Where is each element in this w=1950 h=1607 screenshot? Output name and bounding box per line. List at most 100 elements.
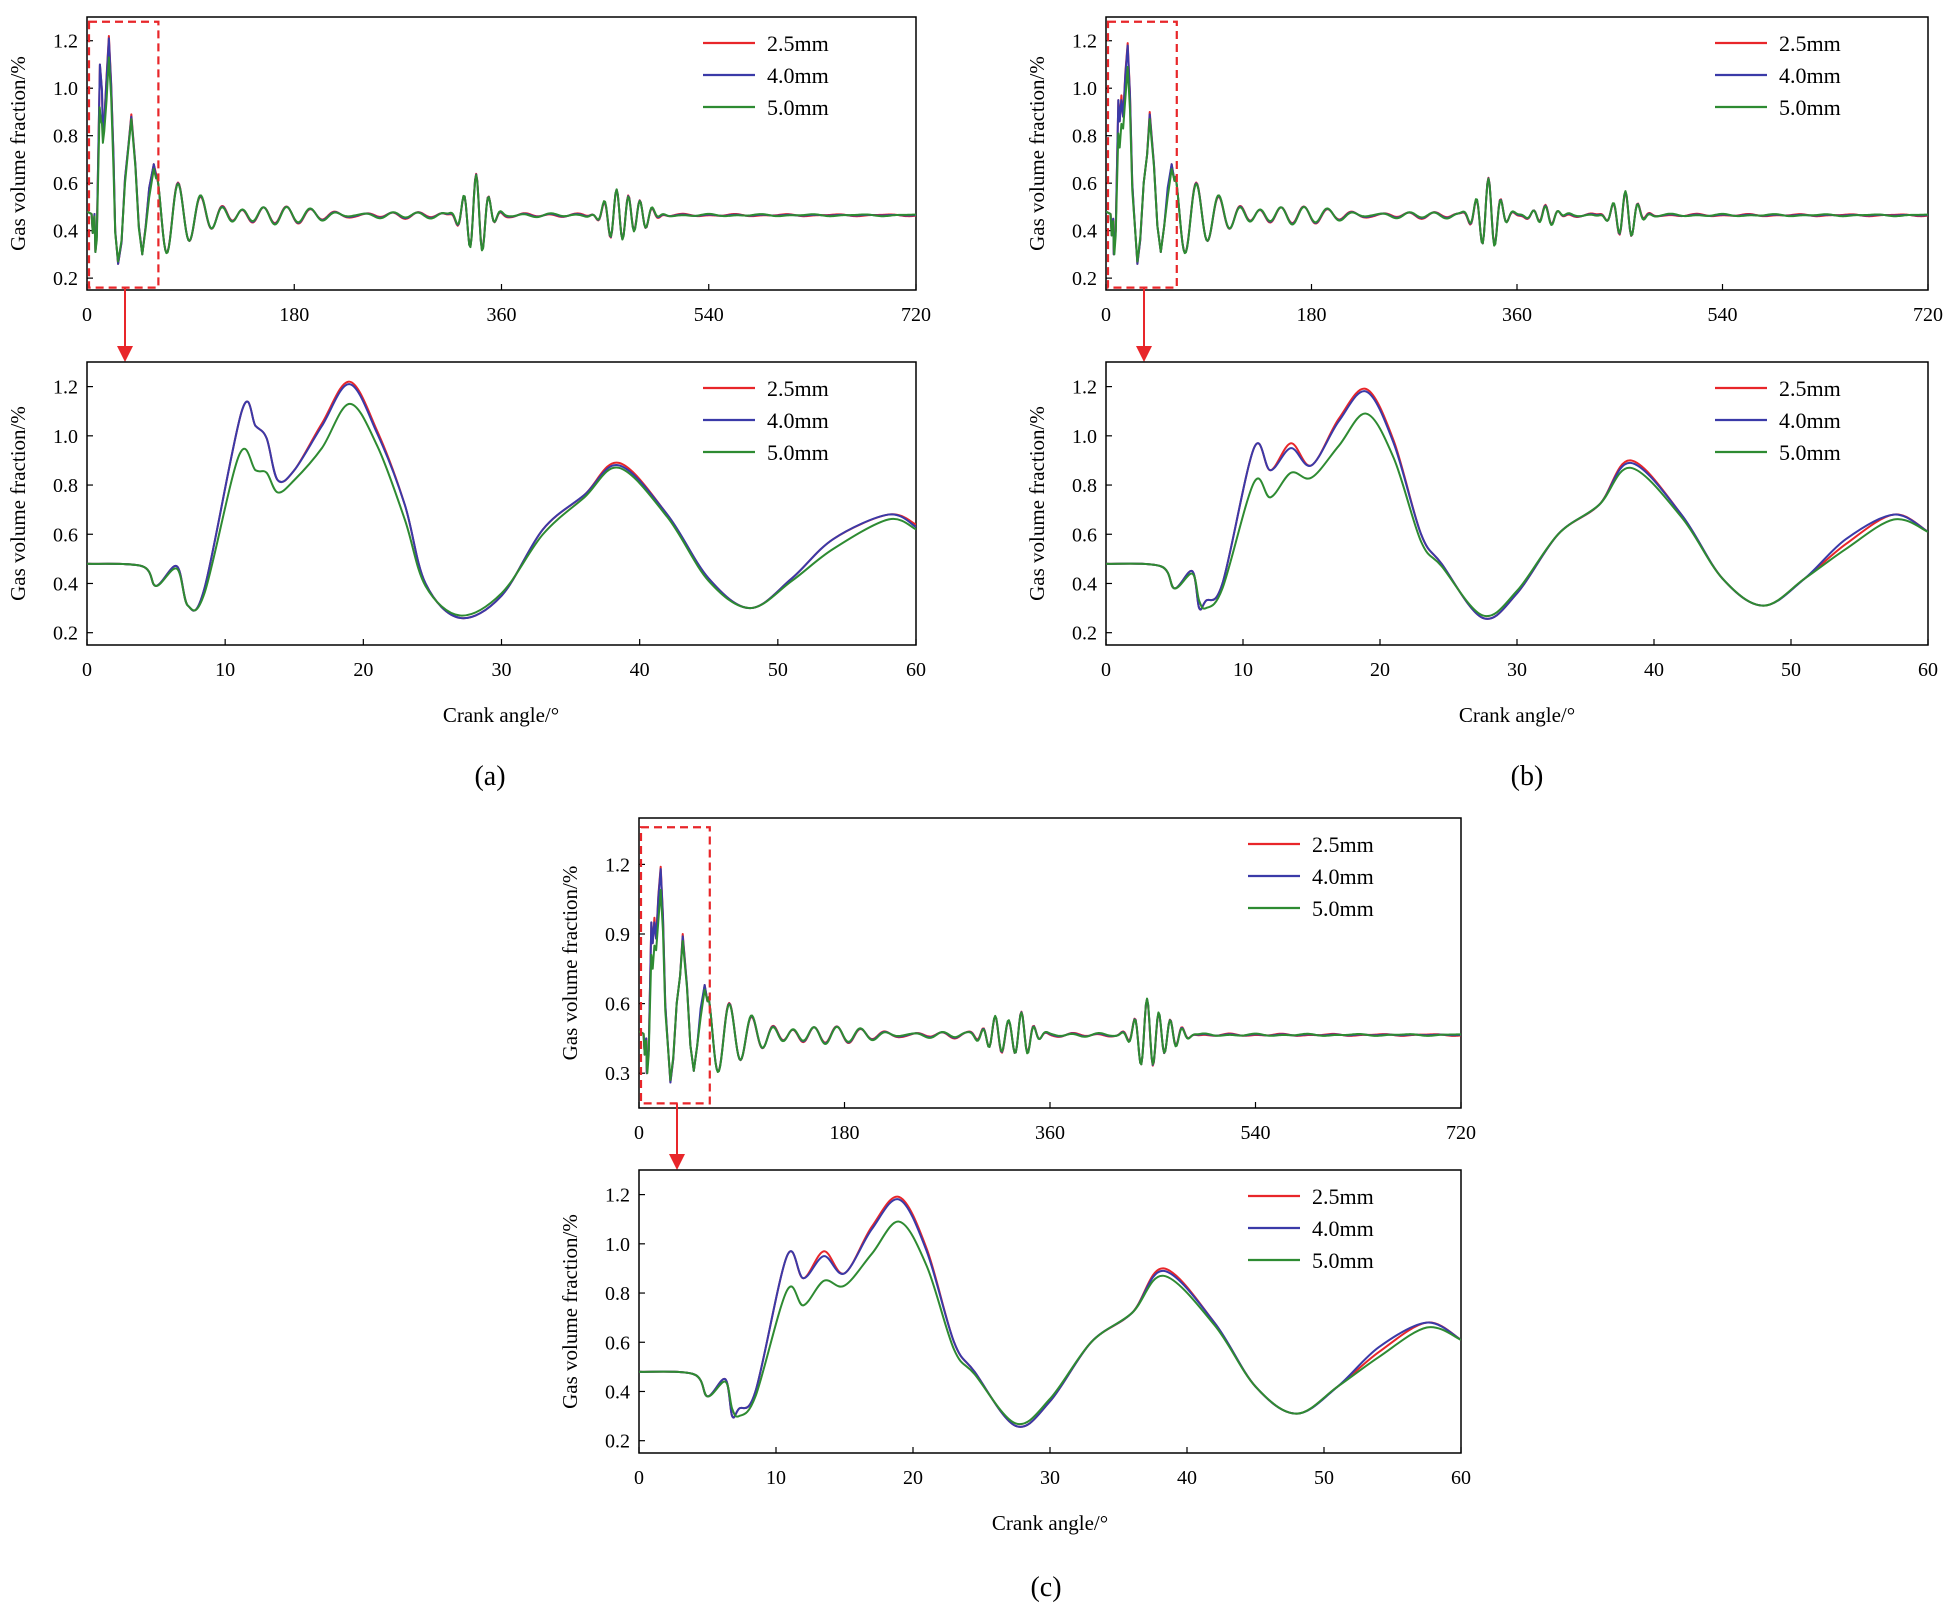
chart-c-zoom-xtick-label: 60 — [1451, 1467, 1471, 1489]
chart-c-overview: 0 180 360 540 720 0.3 0.6 0.9 1.2 Gas volume frac… — [558, 817, 1476, 1170]
chart-c-overview-ylabel: Gas volume fraction/% — [558, 866, 582, 1061]
chart-c-overview-ytick-label: 0.3 — [605, 1063, 630, 1085]
panel-caption-b: (b) — [1511, 761, 1544, 792]
chart-b-zoom-xtick-label: 30 — [1507, 659, 1527, 681]
chart-b-zoom-xlabel: Crank angle/° — [1459, 703, 1575, 727]
chart-c-zoom-ytick-label: 0.4 — [605, 1381, 630, 1403]
chart-a-overview-xtick-label: 720 — [901, 304, 931, 326]
chart-c-zoom-ylabel: Gas volume fraction/% — [558, 1214, 582, 1409]
chart-a-overview-xtick-label: 360 — [487, 304, 517, 326]
chart-c-zoom-xtick-label: 30 — [1040, 1467, 1060, 1489]
chart-b-overview-zoom-box — [1106, 20, 1178, 289]
chart-c-overview-legend-label: 4.0mm — [1312, 864, 1374, 889]
chart-b-zoom: 0 10 20 30 40 50 60 0.2 0.4 0.6 0.8 1.0 1.2 Gas volum… — [1025, 361, 1938, 727]
chart-c-zoom-ytick-label: 0.8 — [605, 1283, 630, 1305]
chart-b-zoom-legend-label: 2.5mm — [1779, 376, 1841, 401]
chart-b-zoom-series-5-0mm — [1106, 412, 1928, 618]
chart-a-overview-ytick-label: 1.0 — [53, 78, 78, 100]
chart-c-overview-series-5-0mm — [639, 888, 1461, 1082]
chart-a-zoom-legend-label: 2.5mm — [767, 376, 829, 401]
chart-b-overview-legend-label: 4.0mm — [1779, 63, 1841, 88]
chart-a-zoom-legend-label: 4.0mm — [767, 408, 829, 433]
charts-layer: 0 180 360 540 720 0.2 0.4 0.6 0.8 1.0 1.2 Gas volum… — [6, 16, 1943, 1535]
chart-b-zoom-xtick-label: 40 — [1644, 659, 1664, 681]
chart-a-zoom-xtick-label: 60 — [906, 659, 926, 681]
chart-c-overview-xtick-label: 720 — [1446, 1122, 1476, 1144]
chart-b-zoom-xtick-label: 20 — [1370, 659, 1390, 681]
chart-a-overview-zoom-box — [87, 20, 160, 289]
chart-c-zoom-legend-label: 2.5mm — [1312, 1184, 1374, 1209]
chart-a-overview-xtick-label: 180 — [279, 304, 309, 326]
chart-a-zoom-legend-label: 5.0mm — [767, 440, 829, 465]
chart-a-overview-series-5-0mm — [87, 56, 916, 263]
chart-b-zoom-legend-label: 4.0mm — [1779, 408, 1841, 433]
chart-b-zoom-series-group — [1106, 387, 1928, 620]
chart-c-zoom-ytick-label: 0.6 — [605, 1332, 630, 1354]
chart-b-zoom-ytick-label: 1.0 — [1072, 426, 1097, 448]
chart-a-zoom-xtick-label: 30 — [492, 659, 512, 681]
chart-a-zoom-ytick-label: 0.2 — [53, 623, 78, 645]
chart-a-zoom-series-group — [87, 380, 916, 620]
chart-b-zoom-legend-label: 5.0mm — [1779, 440, 1841, 465]
chart-b-overview-ytick-label: 1.0 — [1072, 78, 1097, 100]
captions-layer: (a) (b) (c) — [474, 761, 1543, 1603]
chart-b-overview-ylabel: Gas volume fraction/% — [1025, 56, 1049, 251]
chart-c-overview-frame — [638, 817, 1462, 1109]
chart-b-overview-frame — [1105, 16, 1929, 291]
chart-a-overview-frame — [86, 16, 917, 291]
chart-b-zoom-frame — [1105, 361, 1929, 646]
chart-c-zoom-ytick-label: 1.2 — [605, 1185, 630, 1207]
chart-b-overview-series-5-0mm — [1106, 65, 1928, 263]
chart-b-overview-xtick-label: 360 — [1502, 304, 1532, 326]
chart-c-zoom-xtick-label: 0 — [634, 1467, 644, 1489]
chart-a-overview-legend-label: 4.0mm — [767, 63, 829, 88]
chart-c-overview-series-group — [639, 865, 1461, 1084]
chart-a-zoom-xtick-label: 10 — [215, 659, 235, 681]
chart-b-overview-ytick-label: 0.4 — [1072, 221, 1097, 243]
chart-c-zoom-ytick-label: 1.0 — [605, 1234, 630, 1256]
chart-a-overview-ytick-label: 0.4 — [53, 221, 78, 243]
panel-caption-c: (c) — [1030, 1572, 1061, 1603]
panel-caption-a: (a) — [474, 761, 505, 792]
chart-a-overview-legend-label: 5.0mm — [767, 95, 829, 120]
chart-a-overview-ytick-label: 0.6 — [53, 173, 78, 195]
chart-b-overview-ytick-label: 0.8 — [1072, 126, 1097, 148]
chart-b-overview: 0 180 360 540 720 0.2 0.4 0.6 0.8 1.0 1.2 Gas volum… — [1025, 16, 1943, 362]
chart-a-zoom-xtick-label: 50 — [768, 659, 788, 681]
chart-b-overview-xtick-label: 720 — [1913, 304, 1943, 326]
chart-c-zoom-xtick-label: 50 — [1314, 1467, 1334, 1489]
chart-b-overview-legend-label: 2.5mm — [1779, 31, 1841, 56]
chart-a-overview-xtick-label: 0 — [82, 304, 92, 326]
chart-b-overview-legend-label: 5.0mm — [1779, 95, 1841, 120]
chart-c-zoom-ytick-label: 0.2 — [605, 1431, 630, 1453]
chart-b-zoom-xtick-label: 60 — [1918, 659, 1938, 681]
chart-a-zoom-ylabel: Gas volume fraction/% — [6, 406, 30, 601]
chart-a-overview-ytick-label: 0.8 — [53, 126, 78, 148]
chart-a-zoom-xtick-label: 0 — [82, 659, 92, 681]
chart-a-zoom-ytick-label: 0.8 — [53, 475, 78, 497]
chart-b-overview-series-group — [1106, 42, 1928, 265]
chart-c-overview-xtick-label: 360 — [1035, 1122, 1065, 1144]
chart-c-overview-xtick-label: 540 — [1241, 1122, 1271, 1144]
chart-b-zoom-xtick-label: 10 — [1233, 659, 1253, 681]
chart-b-overview-xtick-label: 180 — [1297, 304, 1327, 326]
chart-c-overview-ytick-label: 1.2 — [605, 854, 630, 876]
chart-b-zoom-ylabel: Gas volume fraction/% — [1025, 406, 1049, 601]
chart-a-overview-ytick-label: 0.2 — [53, 268, 78, 290]
chart-a-overview-xtick-label: 540 — [694, 304, 724, 326]
chart-c-zoom-xtick-label: 20 — [903, 1467, 923, 1489]
chart-c-zoom-xlabel: Crank angle/° — [992, 1511, 1108, 1535]
chart-a-zoom-xtick-label: 40 — [630, 659, 650, 681]
chart-c-zoom: 0 10 20 30 40 50 60 0.2 0.4 0.6 0.8 1.0 1.2 Gas volum… — [558, 1169, 1471, 1535]
chart-a-zoom: 0 10 20 30 40 50 60 0.2 0.4 0.6 0.8 1.0 1.2 Gas volum… — [6, 361, 926, 727]
chart-a-zoom-ytick-label: 1.2 — [53, 377, 78, 399]
chart-b-zoom-ytick-label: 0.2 — [1072, 623, 1097, 645]
chart-c-zoom-legend-label: 4.0mm — [1312, 1216, 1374, 1241]
chart-c-zoom-legend-label: 5.0mm — [1312, 1248, 1374, 1273]
chart-c-zoom-series-5-0mm — [639, 1220, 1461, 1426]
chart-b-zoom-ytick-label: 0.6 — [1072, 524, 1097, 546]
chart-a-overview-series-group — [87, 34, 916, 265]
chart-a-zoom-ytick-label: 0.6 — [53, 524, 78, 546]
chart-a-zoom-xtick-label: 20 — [353, 659, 373, 681]
